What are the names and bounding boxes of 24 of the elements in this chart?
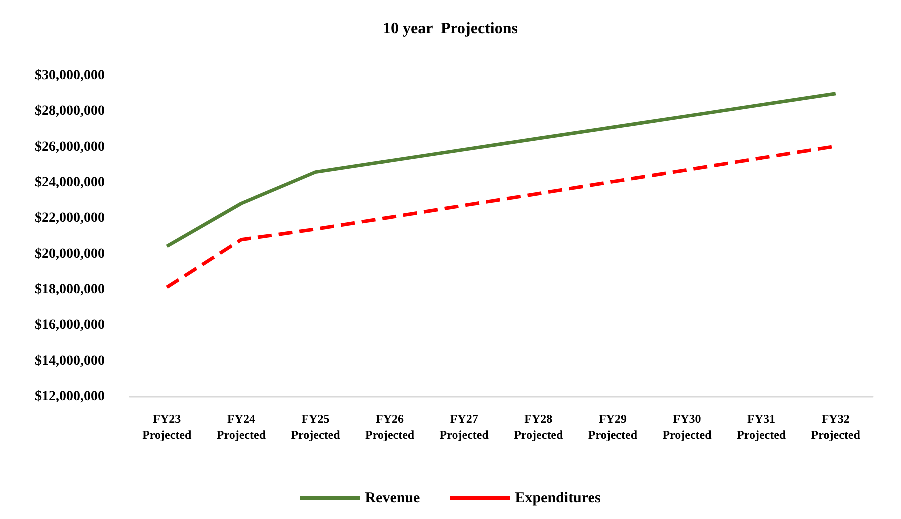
x-tick-label: FY32 Projected [811,412,861,442]
y-tick-label: $28,000,000 [35,104,105,120]
y-tick-label: $12,000,000 [35,390,105,404]
x-tick-label: FY26 Projected [366,412,415,442]
x-tick-label: FY24 Projected [216,412,266,442]
y-tick-label: $14,000,000 [35,354,105,369]
line-series [165,92,838,248]
x-tick-label: FY23 Projected [142,412,192,442]
y-tick-label: $20,000,000 [35,246,105,262]
y-tick-label: $30,000,000 [35,68,105,84]
x-tick-label: FY31 Projected [737,412,786,442]
y-tick-label: $22,000,000 [35,211,105,226]
legend-label: Revenue [365,490,421,506]
chart-title: 10 year Projections [383,20,518,38]
y-tick-label: $24,000,000 [35,176,105,190]
x-tick-label: FY30 Projected [662,412,712,442]
x-tick-label: FY25 Projected [291,412,341,442]
legend-label: Expenditures [515,490,601,506]
y-tick-label: $16,000,000 [35,318,105,334]
x-tick-label: FY27 Projected [440,412,490,442]
x-tick-label: FY29 Projected [588,412,638,442]
y-tick-label: $26,000,000 [35,140,105,155]
y-tick-label: $18,000,000 [35,282,105,298]
x-tick-label: FY28 Projected [514,412,564,442]
